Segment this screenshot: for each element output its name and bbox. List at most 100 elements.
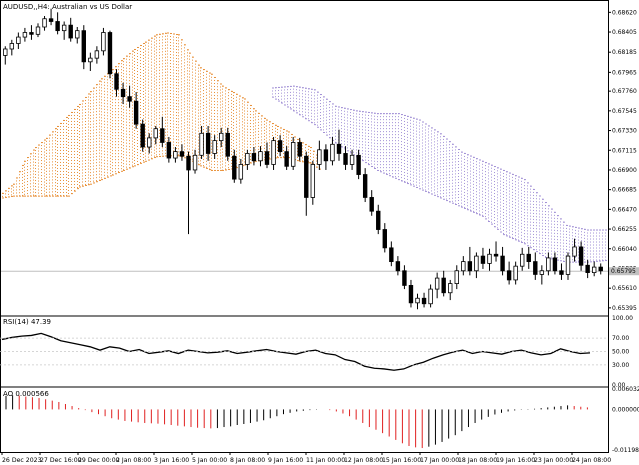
- cloud-dot: [156, 79, 157, 81]
- cloud-dot: [222, 106, 223, 108]
- cloud-dot: [311, 115, 312, 117]
- cloud-dot: [156, 139, 157, 141]
- cloud-dot: [211, 124, 212, 126]
- cloud-edge: [554, 211, 556, 213]
- cloud-dot: [353, 115, 354, 117]
- cloud-dot: [317, 97, 318, 99]
- cloud-dot: [419, 152, 420, 154]
- cloud-dot: [140, 146, 141, 148]
- cloud-dot: [231, 111, 232, 113]
- cloud-dot: [148, 153, 149, 155]
- cloud-dot: [413, 153, 414, 155]
- cloud-dot: [178, 73, 179, 75]
- cloud-dot: [104, 159, 105, 161]
- cloud-dot: [110, 130, 111, 132]
- cloud-dot: [134, 129, 135, 131]
- cloud-dot: [129, 56, 130, 58]
- cloud-dot: [189, 133, 190, 135]
- cloud-dot: [341, 128, 342, 130]
- cloud-dot: [132, 77, 133, 79]
- cloud-edge: [395, 113, 397, 115]
- cloud-dot: [35, 180, 36, 182]
- cloud-dot: [509, 220, 510, 222]
- cloud-dot: [118, 168, 119, 170]
- cloud-dot: [392, 137, 393, 139]
- cloud-dot: [455, 167, 456, 169]
- cloud-dot: [159, 102, 160, 104]
- cloud-dot: [151, 73, 152, 75]
- cloud-dot: [165, 152, 166, 154]
- cloud-dot: [296, 107, 297, 109]
- cloud-dot: [55, 188, 56, 190]
- cloud-dot: [437, 167, 438, 169]
- cloud-dot: [192, 68, 193, 70]
- cloud-dot: [96, 153, 97, 155]
- cloud-dot: [305, 102, 306, 104]
- cloud-dot: [467, 178, 468, 180]
- cloud-dot: [79, 118, 80, 120]
- cloud-dot: [283, 134, 284, 136]
- price-panel[interactable]: AUDUSD,,H4: Australian vs US Dollar: [0, 0, 608, 316]
- cloud-dot: [320, 115, 321, 117]
- cloud-dot: [290, 88, 291, 90]
- cloud-dot: [446, 153, 447, 155]
- cloud-dot: [518, 236, 519, 238]
- cloud-dot: [244, 125, 245, 127]
- cloud-edge: [198, 164, 200, 166]
- cloud-dot: [187, 70, 188, 72]
- cloud-dot: [68, 120, 69, 122]
- cloud-dot: [542, 213, 543, 215]
- cloud-dot: [222, 94, 223, 96]
- cloud-dot: [386, 134, 387, 136]
- cloud-dot: [66, 149, 67, 151]
- cloud-dot: [317, 94, 318, 96]
- cloud-dot: [143, 60, 144, 62]
- cloud-dot: [446, 168, 447, 170]
- cloud-dot: [195, 66, 196, 68]
- cloud-dot: [419, 122, 420, 124]
- cloud-dot: [228, 107, 229, 109]
- cloud-dot: [425, 144, 426, 146]
- cloud-dot: [118, 138, 119, 140]
- cloud-dot: [368, 150, 369, 152]
- cloud-dot: [200, 94, 201, 96]
- cloud-dot: [305, 96, 306, 98]
- cloud-dot: [428, 188, 429, 190]
- cloud-dot: [350, 112, 351, 114]
- cloud-dot: [57, 158, 58, 160]
- cloud-dot: [401, 156, 402, 158]
- cloud-dot: [286, 142, 287, 144]
- cloud-dot: [55, 191, 56, 193]
- cloud-dot: [132, 113, 133, 115]
- cloud-dot: [156, 67, 157, 69]
- cloud-edge: [8, 187, 10, 189]
- cloud-dot: [167, 38, 168, 40]
- cloud-edge: [2, 197, 4, 199]
- cloud-edge: [275, 124, 277, 126]
- cloud-dot: [482, 190, 483, 192]
- cloud-dot: [79, 151, 80, 153]
- cloud-edge: [132, 50, 134, 52]
- cloud-dot: [431, 166, 432, 168]
- cloud-dot: [74, 183, 75, 185]
- cloud-dot: [455, 176, 456, 178]
- cloud-dot: [353, 142, 354, 144]
- cloud-dot: [250, 116, 251, 118]
- cloud-dot: [123, 130, 124, 132]
- cloud-dot: [269, 136, 270, 138]
- cloud-dot: [132, 56, 133, 58]
- cloud-dot: [545, 241, 546, 243]
- cloud-dot: [162, 87, 163, 89]
- cloud-dot: [60, 158, 61, 160]
- cloud-dot: [464, 173, 465, 175]
- cloud-dot: [217, 86, 218, 88]
- cloud-dot: [90, 154, 91, 156]
- cloud-dot: [33, 176, 34, 178]
- cloud-dot: [488, 217, 489, 219]
- cloud-dot: [187, 136, 188, 138]
- cloud-dot: [88, 162, 89, 164]
- cloud-dot: [209, 153, 210, 155]
- cloud-dot: [209, 99, 210, 101]
- cloud-dot: [494, 169, 495, 171]
